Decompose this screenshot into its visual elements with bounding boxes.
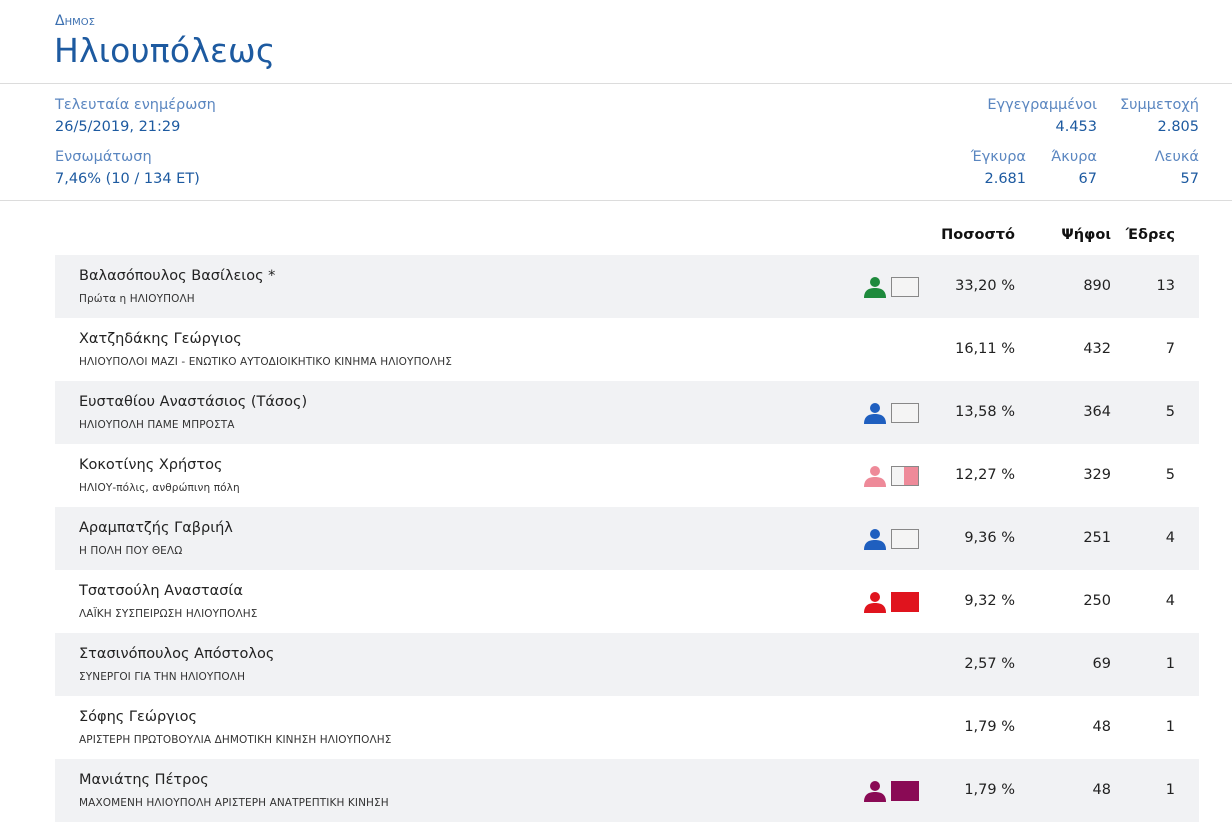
seat-count: 4 <box>1165 593 1175 609</box>
table-row[interactable]: Αραμπατζής Γαβριήλ Η ΠΟΛΗ ΠΟΥ ΘΕΛΩ 9,36 % 2… <box>55 507 1199 570</box>
vote-count: 48 <box>1092 782 1111 798</box>
vote-count: 364 <box>1083 404 1111 420</box>
party-color-swatch <box>891 403 919 423</box>
table-row[interactable]: Μανιάτης Πέτρος ΜΑΧΟΜΕΝΗ ΗΛΙΟΥΠΟΛΗ ΑΡΙΣΤΕ… <box>55 759 1199 822</box>
party-name: ΗΛΙΟΥΠΟΛΗ ΠΑΜΕ ΜΠΡΟΣΤΑ <box>79 419 235 431</box>
candidate-name[interactable]: Αραμπατζής Γαβριήλ <box>79 520 233 536</box>
seat-count: 13 <box>1156 278 1175 294</box>
party-color-swatch <box>891 529 919 549</box>
vote-count: 69 <box>1092 656 1111 672</box>
party-color-swatch <box>891 466 919 486</box>
seat-count: 7 <box>1165 341 1175 357</box>
vote-percent: 9,32 % <box>964 593 1015 609</box>
candidate-name[interactable]: Μανιάτης Πέτρος <box>79 772 209 788</box>
integration-label: Ενσωμάτωση <box>55 149 152 165</box>
results-table: Βαλασόπουλος Βασίλειος * Πρώτα η ΗΛΙΟΥΠΟΛ… <box>55 255 1199 822</box>
party-name: ΑΡΙΣΤΕΡΗ ΠΡΩΤΟΒΟΥΛΙΑ ΔΗΜΟΤΙΚΗ ΚΙΝΗΣΗ ΗΛΙ… <box>79 734 392 746</box>
candidate-name[interactable]: Σόφης Γεώργιος <box>79 709 198 725</box>
vote-count: 432 <box>1083 341 1111 357</box>
table-row[interactable]: Τσατσούλη Αναστασία ΛΑΪΚΗ ΣΥΣΠΕΙΡΩΣΗ ΗΛΙΟ… <box>55 570 1199 633</box>
party-name: ΛΑΪΚΗ ΣΥΣΠΕΙΡΩΣΗ ΗΛΙΟΥΠΟΛΗΣ <box>79 608 258 620</box>
stats-panel: Τελευταία ενημέρωση 26/5/2019, 21:29 Ενσ… <box>0 84 1232 201</box>
person-icon <box>864 781 886 802</box>
last-update-label: Τελευταία ενημέρωση <box>55 97 216 113</box>
page-title: Ηλιουπόλεως <box>54 31 276 70</box>
table-row[interactable]: Βαλασόπουλος Βασίλειος * Πρώτα η ΗΛΙΟΥΠΟΛ… <box>55 255 1199 318</box>
registered-value: 4.453 <box>1055 119 1097 135</box>
vote-percent: 13,58 % <box>955 404 1015 420</box>
swatch-fill <box>892 593 918 611</box>
candidate-name[interactable]: Κοκοτίνης Χρήστος <box>79 457 223 473</box>
swatch-fill <box>892 782 918 800</box>
vote-count: 48 <box>1092 719 1111 735</box>
person-icon <box>864 466 886 487</box>
candidate-name[interactable]: Βαλασόπουλος Βασίλειος * <box>79 268 276 284</box>
last-update-value: 26/5/2019, 21:29 <box>55 119 181 135</box>
table-row[interactable]: Χατζηδάκης Γεώργιος ΗΛΙΟΥΠΟΛΟΙ ΜΑΖΙ - ΕΝΩ… <box>55 318 1199 381</box>
table-row[interactable]: Κοκοτίνης Χρήστος ΗΛΙΟΥ-πόλις, ανθρώπινη … <box>55 444 1199 507</box>
candidate-name[interactable]: Τσατσούλη Αναστασία <box>79 583 243 599</box>
party-name: ΗΛΙΟΥ-πόλις, ανθρώπινη πόλη <box>79 482 240 494</box>
seat-count: 5 <box>1165 467 1175 483</box>
page-header: Δημος Ηλιουπόλεως <box>0 0 1232 84</box>
person-icon <box>864 592 886 613</box>
integration-value: 7,46% (10 / 134 ΕΤ) <box>55 171 200 187</box>
party-name: ΗΛΙΟΥΠΟΛΟΙ ΜΑΖΙ - ΕΝΩΤΙΚΟ ΑΥΤΟΔΙΟΙΚΗΤΙΚΟ… <box>79 356 452 368</box>
seat-count: 4 <box>1165 530 1175 546</box>
party-name: ΜΑΧΟΜΕΝΗ ΗΛΙΟΥΠΟΛΗ ΑΡΙΣΤΕΡΗ ΑΝΑΤΡΕΠΤΙΚΗ … <box>79 797 389 809</box>
candidate-name[interactable]: Στασινόπουλος Απόστολος <box>79 646 275 662</box>
candidate-name[interactable]: Ευσταθίου Αναστάσιος (Τάσος) <box>79 394 308 410</box>
vote-percent: 2,57 % <box>964 656 1015 672</box>
column-header-votes[interactable]: Ψήφοι <box>1061 227 1111 243</box>
valid-label: Έγκυρα <box>970 149 1026 165</box>
table-row[interactable]: Ευσταθίου Αναστάσιος (Τάσος) ΗΛΙΟΥΠΟΛΗ ΠΑ… <box>55 381 1199 444</box>
party-name: Πρώτα η ΗΛΙΟΥΠΟΛΗ <box>79 293 195 305</box>
municipality-type-label: Δημος <box>55 13 95 29</box>
table-row[interactable]: Στασινόπουλος Απόστολος ΣΥΝΕΡΓΟΙ ΓΙΑ ΤΗΝ … <box>55 633 1199 696</box>
invalid-label: Άκυρα <box>1051 149 1097 165</box>
seat-count: 1 <box>1165 656 1175 672</box>
seat-count: 5 <box>1165 404 1175 420</box>
blank-value: 57 <box>1180 171 1199 187</box>
vote-percent: 16,11 % <box>955 341 1015 357</box>
party-color-swatch <box>891 277 919 297</box>
turnout-value: 2.805 <box>1157 119 1199 135</box>
candidate-name[interactable]: Χατζηδάκης Γεώργιος <box>79 331 242 347</box>
party-color-swatch <box>891 781 919 801</box>
vote-percent: 1,79 % <box>964 782 1015 798</box>
person-icon <box>864 277 886 298</box>
blank-label: Λευκά <box>1154 149 1199 165</box>
column-header-percent[interactable]: Ποσοστό <box>941 227 1015 243</box>
invalid-value: 67 <box>1078 171 1097 187</box>
vote-count: 890 <box>1083 278 1111 294</box>
party-name: Η ΠΟΛΗ ΠΟΥ ΘΕΛΩ <box>79 545 183 557</box>
vote-count: 329 <box>1083 467 1111 483</box>
valid-value: 2.681 <box>984 171 1026 187</box>
vote-percent: 9,36 % <box>964 530 1015 546</box>
seat-count: 1 <box>1165 782 1175 798</box>
vote-percent: 1,79 % <box>964 719 1015 735</box>
table-row[interactable]: Σόφης Γεώργιος ΑΡΙΣΤΕΡΗ ΠΡΩΤΟΒΟΥΛΙΑ ΔΗΜΟΤ… <box>55 696 1199 759</box>
party-name: ΣΥΝΕΡΓΟΙ ΓΙΑ ΤΗΝ ΗΛΙΟΥΠΟΛΗ <box>79 671 246 683</box>
vote-percent: 12,27 % <box>955 467 1015 483</box>
registered-label: Εγγεγραμμένοι <box>987 97 1097 113</box>
column-header-seats[interactable]: Έδρες <box>1125 227 1175 243</box>
turnout-label: Συμμετοχή <box>1119 97 1199 113</box>
party-color-swatch <box>891 592 919 612</box>
vote-count: 250 <box>1083 593 1111 609</box>
vote-percent: 33,20 % <box>955 278 1015 294</box>
person-icon <box>864 529 886 550</box>
seat-count: 1 <box>1165 719 1175 735</box>
swatch-fill <box>903 467 918 485</box>
vote-count: 251 <box>1083 530 1111 546</box>
person-icon <box>864 403 886 424</box>
